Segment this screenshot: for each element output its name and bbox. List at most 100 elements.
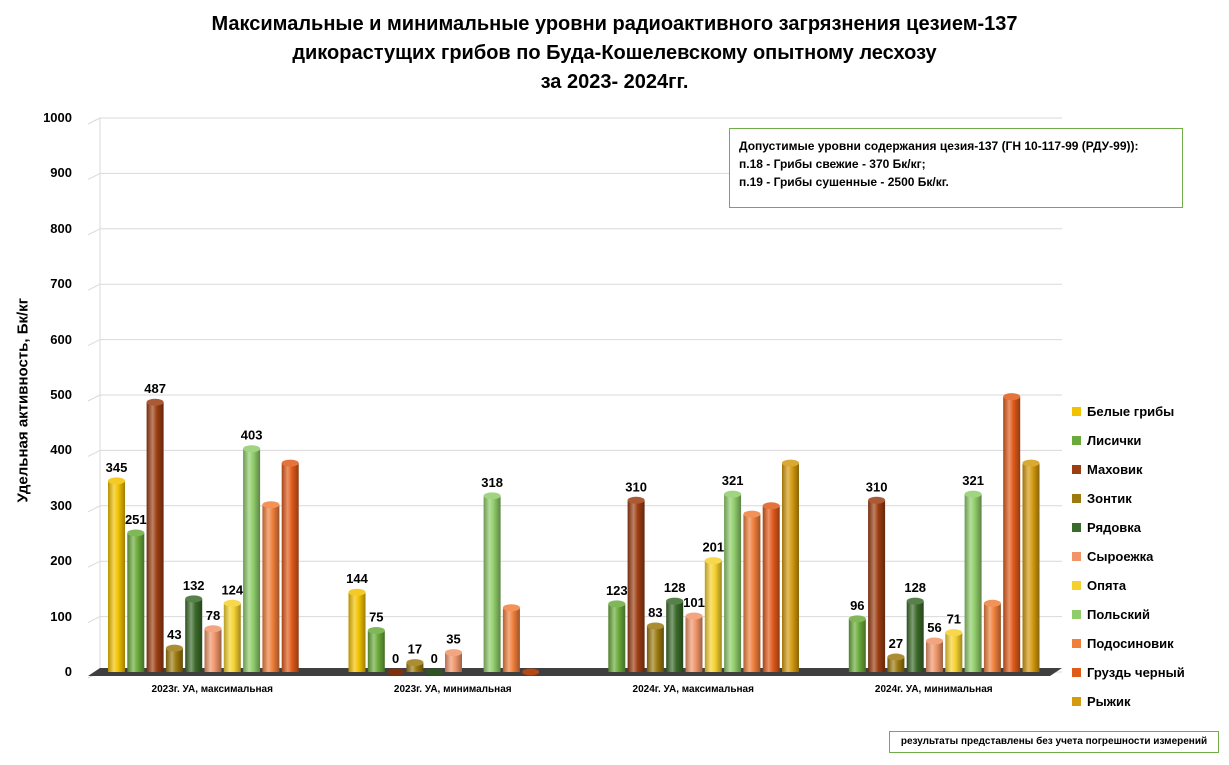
- data-label: 71: [947, 612, 961, 627]
- bar: [127, 532, 145, 672]
- legend-swatch: [1072, 552, 1081, 561]
- legend-item: Сыроежка: [1072, 542, 1222, 571]
- data-label: 128: [904, 580, 926, 595]
- chart-title: Максимальные и минимальные уровни радиоа…: [0, 10, 1229, 97]
- bar-top: [868, 496, 886, 504]
- legend-label: Подосиновик: [1087, 636, 1174, 651]
- norms-note-line-1: Допустимые уровни содержания цезия-137 (…: [739, 139, 1139, 153]
- bar: [743, 514, 761, 672]
- y-tick-label: 400: [50, 442, 72, 458]
- bar-top: [406, 659, 424, 667]
- y-tick-label: 1000: [43, 110, 72, 125]
- bar-top: [483, 492, 501, 500]
- bar: [868, 500, 886, 672]
- bar: [646, 626, 664, 672]
- bar-top: [108, 477, 125, 485]
- bar: [685, 616, 703, 672]
- data-label: 144: [346, 571, 368, 586]
- data-label: 78: [206, 608, 220, 623]
- bar: [887, 657, 905, 672]
- bar-top: [782, 459, 799, 467]
- bar-top: [608, 600, 626, 608]
- legend-item: Зонтик: [1072, 484, 1222, 513]
- data-label: 56: [927, 620, 941, 635]
- bar-top: [146, 398, 164, 406]
- legend-swatch: [1072, 407, 1081, 416]
- y-tick-label: 500: [50, 387, 72, 402]
- legend-swatch: [1072, 697, 1081, 706]
- bar-top: [262, 501, 280, 509]
- gridline-side: [87, 117, 101, 125]
- bar-top: [887, 653, 905, 661]
- bar-top: [762, 502, 780, 510]
- norms-note-line-2: п.18 - Грибы свежие - 370 Бк/кг;: [739, 157, 926, 171]
- legend-label: Белые грибы: [1087, 404, 1175, 419]
- title-line-3: за 2023- 2024гг.: [540, 71, 689, 93]
- data-label: 124: [221, 582, 243, 597]
- legend-swatch: [1072, 610, 1081, 619]
- data-label: 132: [183, 578, 205, 593]
- chart-legend: Белые грибы Лисички Маховик Зонтик Рядовка Сы…: [1072, 397, 1222, 716]
- bar: [762, 505, 780, 672]
- legend-item: Опята: [1072, 571, 1222, 600]
- bar-top: [685, 612, 703, 620]
- data-label: 27: [889, 636, 903, 651]
- legend-item: Рядовка: [1072, 513, 1222, 542]
- bar: [108, 480, 125, 672]
- legend-label: Рядовка: [1087, 520, 1142, 535]
- y-tick-label: 300: [50, 497, 72, 513]
- bar: [848, 618, 866, 672]
- bar: [165, 648, 183, 672]
- gridline-side: [87, 560, 101, 568]
- data-label: 35: [446, 632, 460, 647]
- norms-note-line-3: п.19 - Грибы сушенные - 2500 Бк/кг.: [739, 175, 949, 189]
- data-label: 251: [125, 512, 147, 527]
- bar-top: [445, 649, 462, 657]
- bar-top: [848, 615, 866, 623]
- legend-item: Польский: [1072, 600, 1222, 629]
- bar-top: [1003, 393, 1021, 401]
- bar: [1022, 463, 1040, 672]
- bar-top: [627, 496, 645, 504]
- bar-top: [425, 668, 443, 676]
- bar-top: [223, 599, 241, 607]
- bar: [926, 640, 943, 672]
- y-tick-label: 700: [50, 276, 72, 292]
- bar-top: [926, 637, 943, 645]
- bar: [348, 592, 366, 672]
- legend-item: Рыжик: [1072, 687, 1222, 716]
- bar-top: [185, 595, 203, 603]
- legend-swatch: [1072, 465, 1081, 474]
- bar-top: [387, 668, 405, 676]
- bar: [983, 603, 1001, 672]
- bar: [406, 662, 424, 672]
- data-label: 310: [625, 479, 647, 494]
- bar-top: [502, 604, 520, 612]
- legend-label: Польский: [1087, 607, 1150, 622]
- y-tick-label: 800: [50, 220, 72, 236]
- data-label: 487: [144, 381, 166, 396]
- bar-top: [281, 459, 299, 467]
- y-tick-label: 0: [64, 664, 72, 679]
- legend-item: Груздь черный: [1072, 658, 1222, 687]
- gridline-side: [87, 616, 101, 624]
- bar: [146, 402, 164, 672]
- bar-top: [127, 529, 145, 537]
- bar: [724, 494, 742, 672]
- bar: [223, 603, 241, 672]
- y-tick-label: 900: [50, 165, 72, 181]
- data-label: 403: [241, 428, 263, 443]
- bar: [262, 504, 280, 672]
- data-label: 0: [392, 651, 399, 666]
- bar: [906, 601, 924, 672]
- title-line-2: дикорастущих грибов по Буда-Кошелевскому…: [292, 42, 937, 64]
- bar: [483, 495, 501, 672]
- data-label: 128: [664, 580, 686, 595]
- bar-top: [1022, 459, 1040, 467]
- legend-label: Опята: [1087, 578, 1127, 593]
- bar-top: [704, 557, 722, 565]
- data-label: 43: [167, 627, 181, 642]
- bar-top: [724, 490, 742, 498]
- bar-top: [165, 644, 183, 652]
- legend-item: Лисички: [1072, 426, 1222, 455]
